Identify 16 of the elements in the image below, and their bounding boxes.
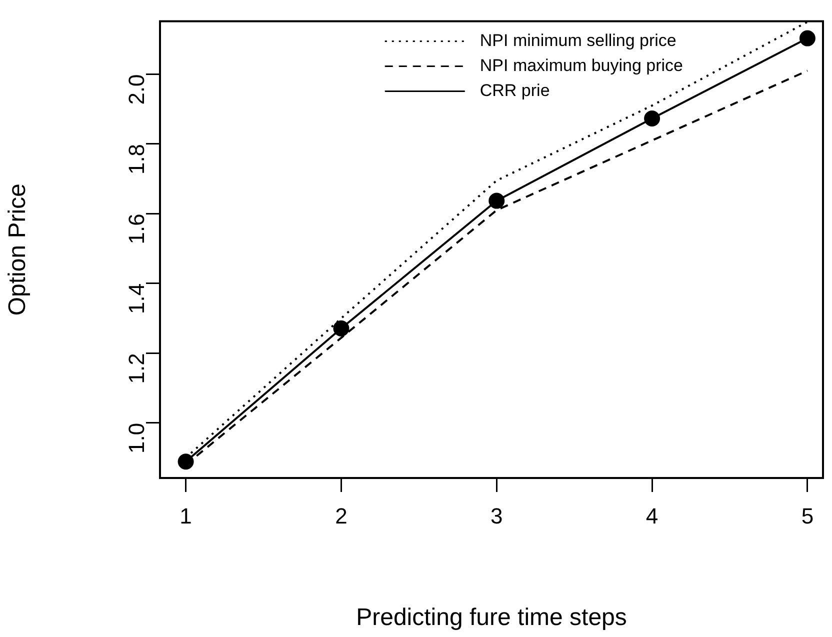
x-tick-label: 3 bbox=[490, 503, 503, 528]
x-tick-label: 4 bbox=[646, 503, 658, 528]
legend-label: NPI maximum buying price bbox=[480, 56, 684, 75]
x-tick-label: 5 bbox=[801, 503, 814, 528]
y-axis-title: Option Price bbox=[4, 184, 32, 316]
y-tick-label: 1.4 bbox=[124, 283, 150, 314]
y-tick-label: 1.6 bbox=[124, 214, 150, 244]
y-tick-label: 2.0 bbox=[124, 74, 150, 105]
x-tick-label: 2 bbox=[335, 503, 348, 528]
y-tick-label: 1.0 bbox=[124, 422, 150, 454]
x-tick-label: 1 bbox=[180, 503, 192, 528]
legend-label: CRR prie bbox=[480, 80, 550, 100]
x-axis-title: Predicting fure time steps bbox=[356, 604, 627, 632]
y-tick-label: 1.8 bbox=[124, 144, 150, 175]
legend-label: NPI minimum selling price bbox=[480, 30, 676, 50]
y-tick-label: 1.2 bbox=[124, 353, 150, 384]
